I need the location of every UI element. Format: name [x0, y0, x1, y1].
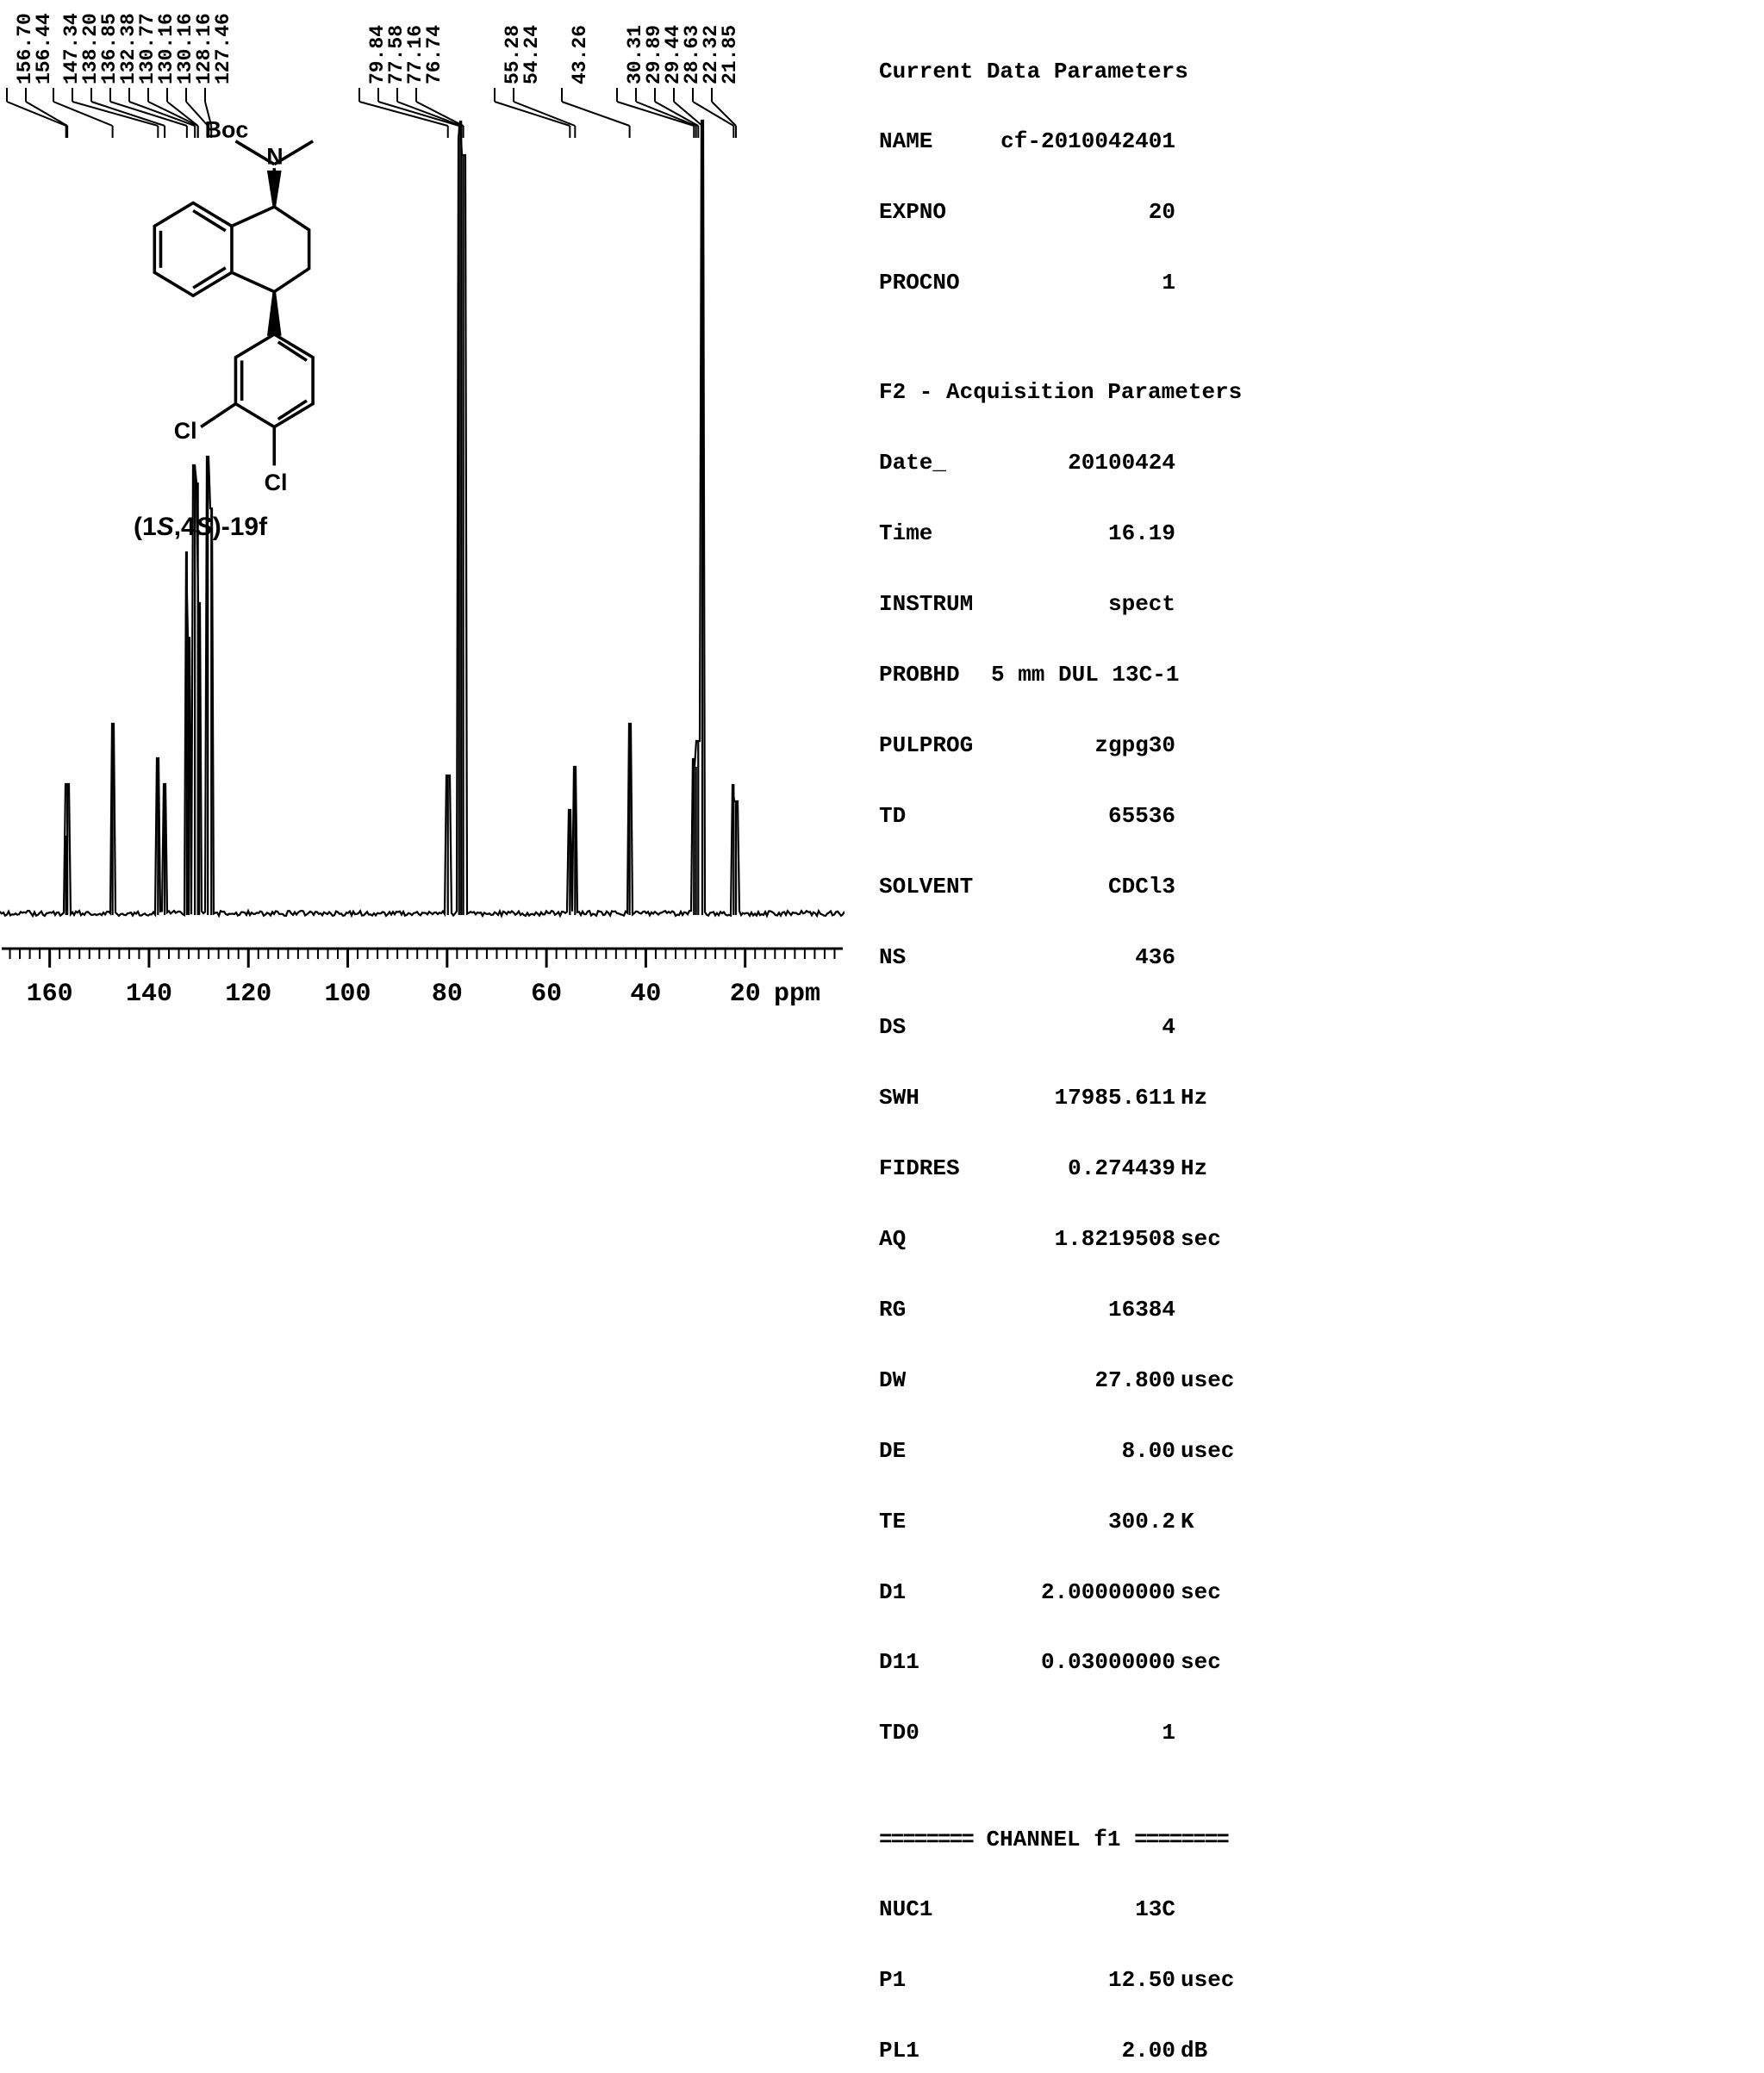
param-key: DW: [879, 1369, 991, 1392]
param-value: 20100424: [991, 451, 1175, 475]
param-value: cf-2010042401: [991, 130, 1175, 153]
nmr-plot: [0, 116, 845, 1021]
param-key: FIDRES: [879, 1157, 991, 1180]
param-value: 1: [991, 1721, 1175, 1745]
params-acq-title: F2 - Acquisition Parameters: [879, 381, 1250, 404]
param-key: TD0: [879, 1721, 991, 1745]
param-value: 5 mm DUL 13C-1: [991, 663, 1179, 687]
param-value: zgpg30: [991, 734, 1175, 757]
axis-tick-label: 120: [225, 980, 271, 1009]
param-value: 16.19: [991, 522, 1175, 545]
param-key: NS: [879, 946, 991, 969]
param-value: 8.00: [991, 1440, 1175, 1463]
param-value: 12.50: [991, 1969, 1175, 1992]
param-value: 65536: [991, 805, 1175, 828]
axis-tick-label: 140: [126, 980, 172, 1009]
axis-tick-label: 20: [730, 980, 761, 1009]
param-value: 0.274439: [991, 1157, 1175, 1180]
param-value: 2.00000000: [991, 1581, 1175, 1604]
params-current-title: Current Data Parameters: [879, 60, 1250, 84]
axis-tick-label: 160: [27, 980, 73, 1009]
parameters-panel: Current Data Parameters NAMEcf-201004240…: [879, 13, 1250, 2073]
axis-unit-label: ppm: [774, 980, 820, 1009]
param-key: D11: [879, 1651, 991, 1674]
param-value: 20: [991, 201, 1175, 224]
axis-tick-label: 100: [325, 980, 371, 1009]
param-key: SOLVENT: [879, 875, 991, 899]
param-value: 16384: [991, 1298, 1175, 1322]
param-value: 1: [991, 271, 1175, 295]
param-unit: usec: [1175, 1969, 1250, 1992]
axis-tick-label: 40: [630, 980, 661, 1009]
param-key: PL1: [879, 2039, 991, 2063]
param-value: 1.8219508: [991, 1228, 1175, 1251]
param-unit: Hz: [1175, 1157, 1250, 1180]
param-value: 13C: [991, 1898, 1175, 1921]
param-key: Time: [879, 522, 991, 545]
param-unit: K: [1175, 1510, 1250, 1534]
param-key: D1: [879, 1581, 991, 1604]
param-value: 300.2: [991, 1510, 1175, 1534]
channel-f1-header: ======== CHANNEL f1 ========: [879, 1828, 1250, 1852]
param-key: SWH: [879, 1086, 991, 1110]
param-key: RG: [879, 1298, 991, 1322]
param-value: 17985.611: [991, 1086, 1175, 1110]
param-unit: Hz: [1175, 1086, 1250, 1110]
param-key: DE: [879, 1440, 991, 1463]
param-value: 0.03000000: [991, 1651, 1175, 1674]
param-unit: usec: [1175, 1440, 1250, 1463]
param-key: PULPROG: [879, 734, 991, 757]
param-key: PROCNO: [879, 271, 991, 295]
param-key: AQ: [879, 1228, 991, 1251]
param-value: 27.800: [991, 1369, 1175, 1392]
param-unit: usec: [1175, 1369, 1250, 1392]
param-key: NAME: [879, 130, 991, 153]
spectrum-region: 156.70156.44147.34138.20136.85132.38130.…: [0, 0, 845, 1036]
param-key: PROBHD: [879, 663, 991, 687]
param-key: Date_: [879, 451, 991, 475]
axis-tick-label: 80: [432, 980, 463, 1009]
param-unit: dB: [1175, 2039, 1250, 2063]
param-value: spect: [991, 593, 1175, 616]
param-key: TD: [879, 805, 991, 828]
param-key: NUC1: [879, 1898, 991, 1921]
param-value: CDCl3: [991, 875, 1175, 899]
axis-tick-label: 60: [531, 980, 562, 1009]
param-key: TE: [879, 1510, 991, 1534]
param-key: INSTRUM: [879, 593, 991, 616]
page-root: 156.70156.44147.34138.20136.85132.38130.…: [0, 0, 1764, 1036]
param-unit: sec: [1175, 1581, 1250, 1604]
param-value: 436: [991, 946, 1175, 969]
param-key: EXPNO: [879, 201, 991, 224]
axis-ticks-svg: [0, 943, 845, 982]
param-unit: sec: [1175, 1228, 1250, 1251]
x-axis: 160 140 120 100 80 60 40 20 ppm: [0, 943, 845, 1030]
param-value: 2.00: [991, 2039, 1175, 2063]
param-key: P1: [879, 1969, 991, 1992]
param-unit: sec: [1175, 1651, 1250, 1674]
